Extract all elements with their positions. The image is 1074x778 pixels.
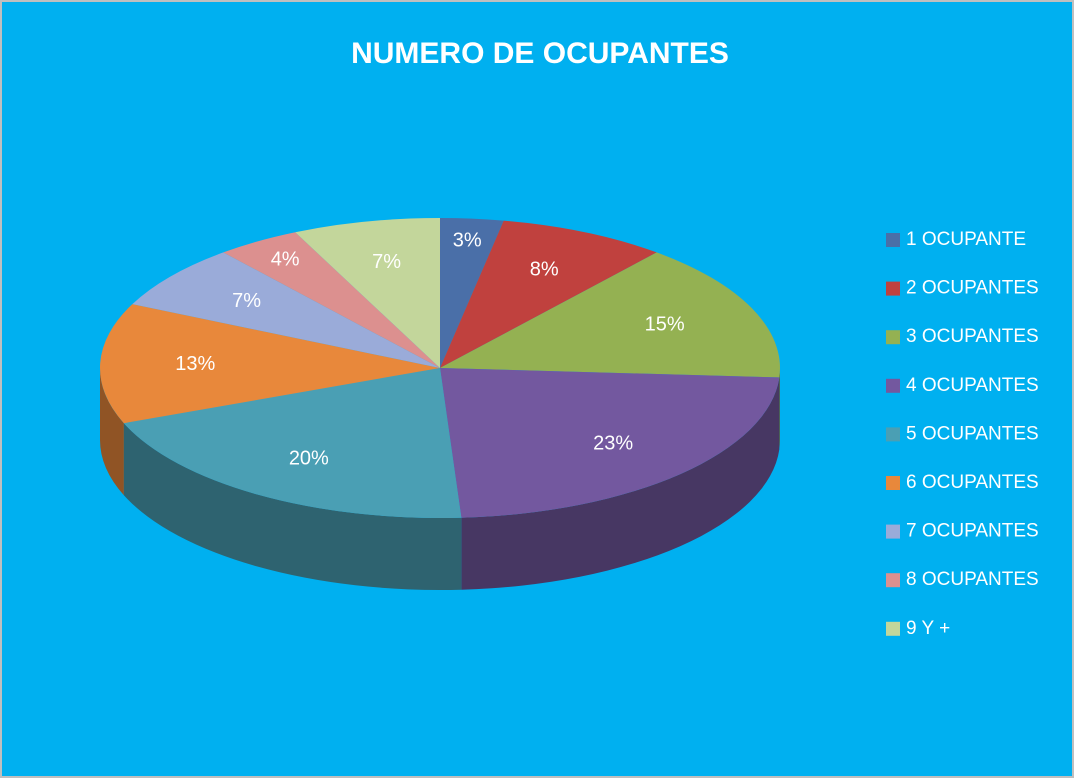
data-label: 13% xyxy=(175,353,215,375)
legend-label: 1 OCUPANTE xyxy=(906,229,1026,250)
slice xyxy=(132,252,440,368)
slice xyxy=(440,368,780,518)
legend-swatch xyxy=(886,281,900,296)
legend-swatch xyxy=(886,427,900,442)
legend-swatch xyxy=(886,378,900,393)
data-label: 8% xyxy=(530,259,559,281)
slice xyxy=(100,304,441,424)
legend-swatch xyxy=(886,621,900,636)
legend-label: 2 OCUPANTES xyxy=(906,278,1039,299)
legend-label: 8 OCUPANTES xyxy=(906,569,1039,590)
legend-label: 9 Y + xyxy=(906,618,950,639)
legend-swatch xyxy=(886,524,900,539)
chart-title: NUMERO DE OCUPANTES xyxy=(351,37,729,70)
data-label: 20% xyxy=(289,447,329,469)
legend-swatch xyxy=(886,573,900,588)
legend-swatch xyxy=(886,330,900,345)
legend-label: 7 OCUPANTES xyxy=(906,521,1039,542)
slice xyxy=(440,252,780,378)
legend-label: 4 OCUPANTES xyxy=(906,375,1039,396)
legend-label: 5 OCUPANTES xyxy=(906,423,1039,444)
legend-swatch xyxy=(886,233,900,247)
slice-side xyxy=(100,368,124,496)
data-label: 4% xyxy=(271,249,300,271)
slice-side xyxy=(461,377,780,590)
data-label: 7% xyxy=(232,290,261,312)
slice xyxy=(295,218,440,368)
slice xyxy=(440,218,504,368)
data-label: 3% xyxy=(453,229,482,251)
slice-side xyxy=(779,368,780,450)
legend-label: 6 OCUPANTES xyxy=(906,472,1039,493)
legend-label: 3 OCUPANTES xyxy=(906,326,1039,347)
slice xyxy=(123,368,462,518)
data-label: 23% xyxy=(593,433,633,455)
legend-swatch xyxy=(886,476,900,490)
slice-side xyxy=(123,423,462,590)
data-label: 7% xyxy=(372,251,401,273)
slice xyxy=(223,232,440,368)
slice xyxy=(440,220,657,368)
data-label: 15% xyxy=(645,313,685,335)
